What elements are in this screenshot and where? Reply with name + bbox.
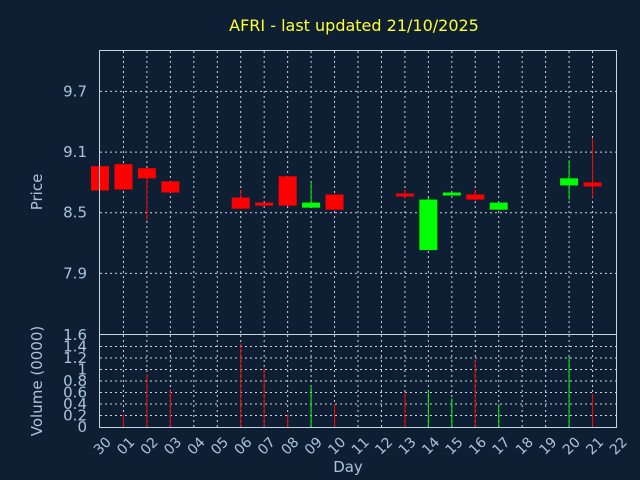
- candle-body: [419, 199, 438, 251]
- candle-body: [442, 192, 461, 196]
- x-tick-label: 14: [419, 434, 443, 458]
- candle-body: [302, 202, 321, 208]
- volume-tick-label: 1: [77, 361, 87, 379]
- volume-tick-label: 0.2: [63, 407, 87, 425]
- x-tick-label: 21: [583, 434, 607, 458]
- volume-tick-label: 0: [77, 418, 87, 436]
- volume-tick-label: 1.2: [63, 349, 87, 367]
- candle-body: [161, 181, 180, 193]
- price-y-ticks: 7.9 8.5 9.1 9.7: [63, 82, 87, 282]
- volume-tick-label: 1.6: [63, 326, 87, 344]
- x-ticks: 30 01 02 03 04 05 06 07 08 09 10 11 12 13 14 15 16 17 18 19…: [91, 434, 631, 458]
- candle-body: [255, 202, 274, 206]
- volume-axis-label: Volume (0000): [28, 326, 46, 436]
- x-tick-label: 05: [208, 434, 232, 458]
- x-tick-label: 04: [185, 434, 209, 458]
- x-tick-label: 09: [302, 434, 326, 458]
- chart-title: AFRI - last updated 21/10/2025: [229, 16, 479, 35]
- x-tick-label: 02: [138, 434, 162, 458]
- x-tick-label: 11: [349, 434, 373, 458]
- price-axis-label: Price: [28, 174, 46, 211]
- x-axis-label: Day: [333, 458, 363, 476]
- candle-body: [325, 194, 344, 210]
- x-tick-label: 08: [278, 434, 302, 458]
- volume-tick-label: 0.8: [63, 372, 87, 390]
- candle-body: [231, 197, 250, 209]
- price-tick-label: 9.7: [63, 82, 87, 100]
- x-tick-label: 01: [114, 434, 138, 458]
- x-tick-label: 19: [536, 434, 560, 458]
- candle-body: [137, 168, 156, 179]
- x-tick-label: 06: [232, 434, 256, 458]
- volume-bars: [122, 343, 594, 427]
- candles: [91, 137, 602, 251]
- x-tick-label: 03: [161, 434, 185, 458]
- candle-body: [583, 182, 602, 187]
- candle-body: [114, 164, 133, 190]
- x-tick-label: 17: [490, 434, 514, 458]
- price-tick-label: 7.9: [63, 264, 87, 282]
- volume-tick-label: 1.4: [63, 338, 87, 356]
- candle-body: [278, 176, 297, 206]
- x-tick-label: 20: [560, 434, 584, 458]
- price-tick-label: 8.5: [63, 204, 87, 222]
- price-tick-label: 9.1: [63, 143, 87, 161]
- x-tick-label: 13: [396, 434, 420, 458]
- x-tick-label: 18: [513, 434, 537, 458]
- volume-y-ticks: 00.20.40.60.811.21.41.6: [63, 326, 87, 436]
- x-tick-label: 30: [91, 434, 115, 458]
- candle-body: [395, 193, 414, 197]
- x-tick-label: 15: [443, 434, 467, 458]
- volume-panel-frame: [99, 334, 617, 428]
- x-tick-label: 16: [466, 434, 490, 458]
- x-tick-label: 07: [255, 434, 279, 458]
- x-tick-label: 12: [372, 434, 396, 458]
- candle-body: [560, 178, 579, 186]
- volume-tick-label: 0.6: [63, 384, 87, 402]
- volume-grid: [100, 335, 616, 427]
- candle-body: [466, 194, 485, 200]
- x-tick-label: 10: [325, 434, 349, 458]
- candle-body: [489, 202, 508, 210]
- volume-tick-label: 0.4: [63, 395, 87, 413]
- x-tick-label: 22: [607, 434, 631, 458]
